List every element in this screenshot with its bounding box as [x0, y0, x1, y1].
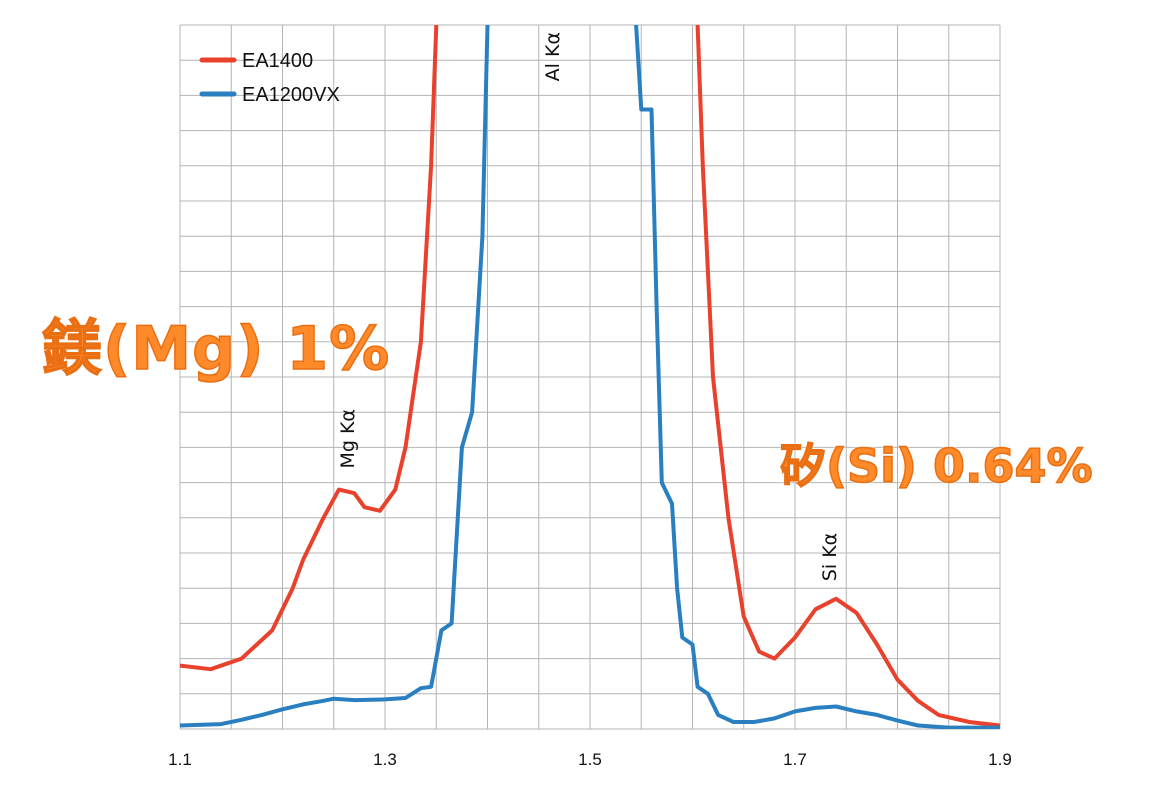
series-line-ea1400-2: [695, 25, 1000, 728]
legend-label: EA1400: [242, 50, 313, 72]
si-concentration-callout: 矽(Si) 0.64%: [779, 438, 1093, 494]
series-line-ea1200vx-3: [634, 25, 1000, 729]
series-lines: [180, 25, 1000, 729]
peak-label: Mg Kα: [337, 409, 359, 468]
grid: [179, 24, 1001, 730]
x-tick-label: 1.1: [168, 750, 192, 769]
x-tick-label: 1.3: [373, 750, 397, 769]
peak-label: Al Kα: [542, 32, 564, 81]
peak-annotations: Mg Kα Al Kα Si Kα: [337, 32, 841, 581]
series-line-ea1200vx-1: [180, 25, 490, 728]
x-axis-ticks: 1.1 1.3 1.5 1.7 1.9: [168, 750, 1012, 769]
legend: EA1400 EA1200VX: [199, 50, 340, 106]
x-tick-label: 1.9: [988, 750, 1012, 769]
legend-label: EA1200VX: [242, 84, 340, 106]
series-line-ea1400-0: [180, 25, 439, 672]
peak-label: Si Kα: [819, 533, 841, 581]
x-tick-label: 1.7: [783, 750, 807, 769]
mg-concentration-callout: 鎂(Mg) 1%: [41, 313, 391, 385]
x-tick-label: 1.5: [578, 750, 602, 769]
